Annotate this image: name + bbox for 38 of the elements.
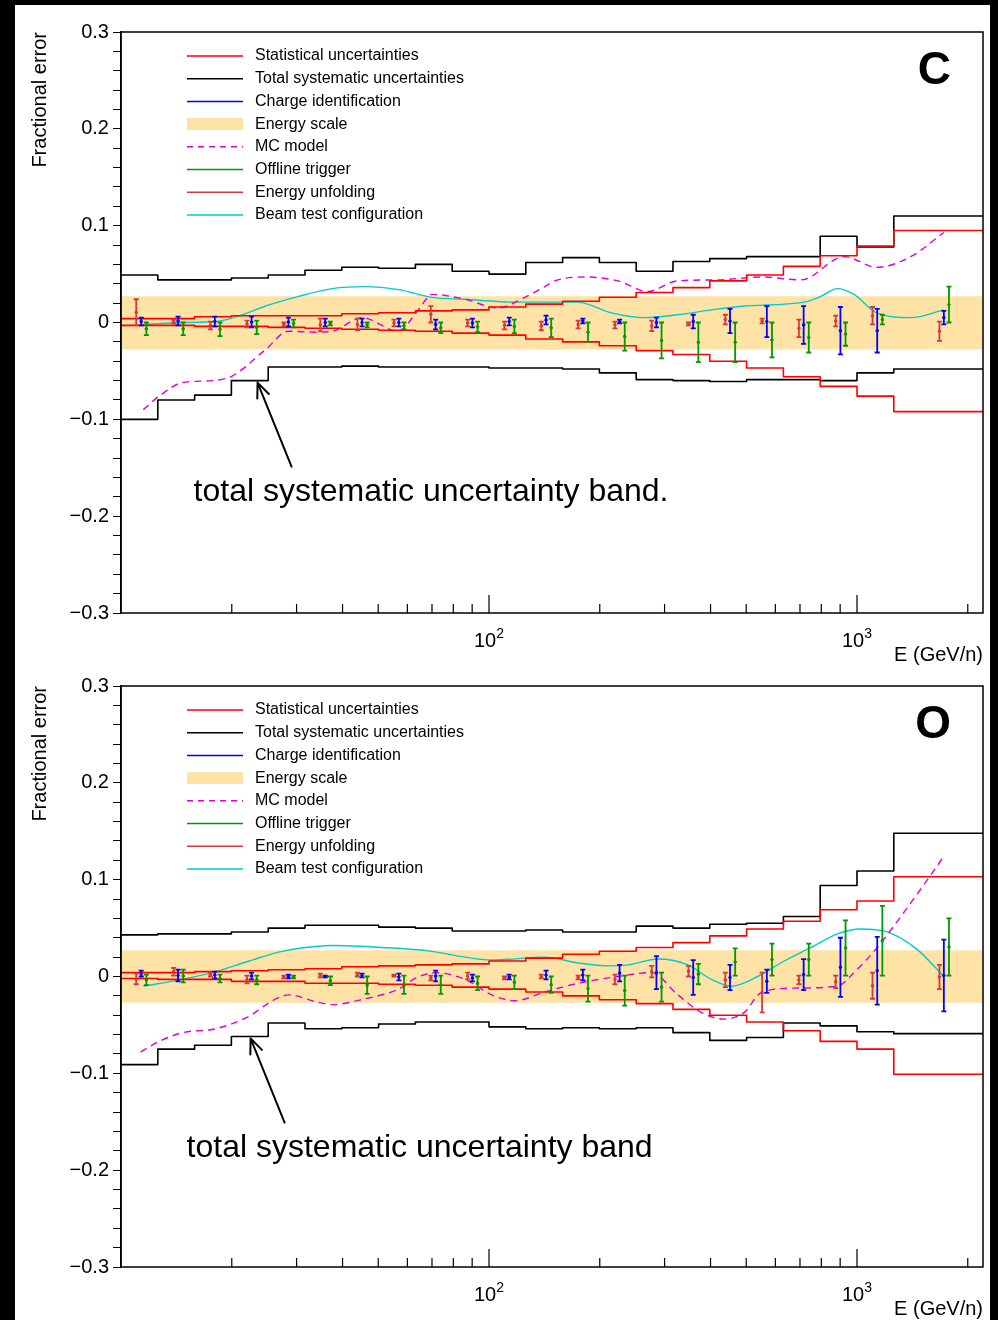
y-tick-label: −0.2 xyxy=(69,1157,109,1180)
legend-label: Energy scale xyxy=(255,768,348,786)
legend-label: Total systematic uncertainties xyxy=(255,723,464,741)
legend-label: Statistical uncertainties xyxy=(255,46,419,64)
legend-label: Energy unfolding xyxy=(255,182,376,200)
y-tick-label: 0.2 xyxy=(81,116,109,139)
legend-label: Beam test configuration xyxy=(255,205,424,223)
y-tick-label: 0.1 xyxy=(81,213,109,236)
y-axis-title: Fractional error xyxy=(28,685,50,822)
y-tick-label: 0.1 xyxy=(81,867,109,890)
legend-label: Energy scale xyxy=(255,114,348,132)
y-tick-label: −0.1 xyxy=(69,406,109,429)
annotation: total systematic uncertainty band. xyxy=(193,472,669,509)
y-tick-label: 0.2 xyxy=(81,770,109,793)
legend-label: Charge identification xyxy=(255,91,401,109)
legend-label: Statistical uncertainties xyxy=(255,700,419,718)
legend-label: MC model xyxy=(255,137,328,155)
legend-label: Offline trigger xyxy=(255,159,352,177)
legend-label: Energy unfolding xyxy=(255,836,376,854)
y-tick-label: 0.3 xyxy=(81,673,109,696)
y-tick-label: 0 xyxy=(97,310,109,333)
chart-title: C xyxy=(917,42,951,94)
legend-label: Charge identification xyxy=(255,745,401,763)
y-tick-label: −0.2 xyxy=(69,503,109,526)
x-axis-title: E (GeV/n) xyxy=(894,643,983,665)
y-tick-label: −0.1 xyxy=(69,1060,109,1083)
chart-title: O xyxy=(915,696,951,748)
y-axis-title: Fractional error xyxy=(28,31,50,168)
annotation: total systematic uncertainty band xyxy=(186,1128,653,1165)
y-tick-label: −0.3 xyxy=(69,1254,109,1277)
legend-label: Offline trigger xyxy=(255,813,352,831)
legend-label: Total systematic uncertainties xyxy=(255,69,464,87)
legend-label: Beam test configuration xyxy=(255,859,424,877)
x-axis-title: E (GeV/n) xyxy=(894,1297,983,1319)
legend-label: MC model xyxy=(255,791,328,809)
y-tick-label: −0.3 xyxy=(69,600,109,623)
y-tick-label: 0.3 xyxy=(81,19,109,42)
y-tick-label: 0 xyxy=(97,964,109,987)
